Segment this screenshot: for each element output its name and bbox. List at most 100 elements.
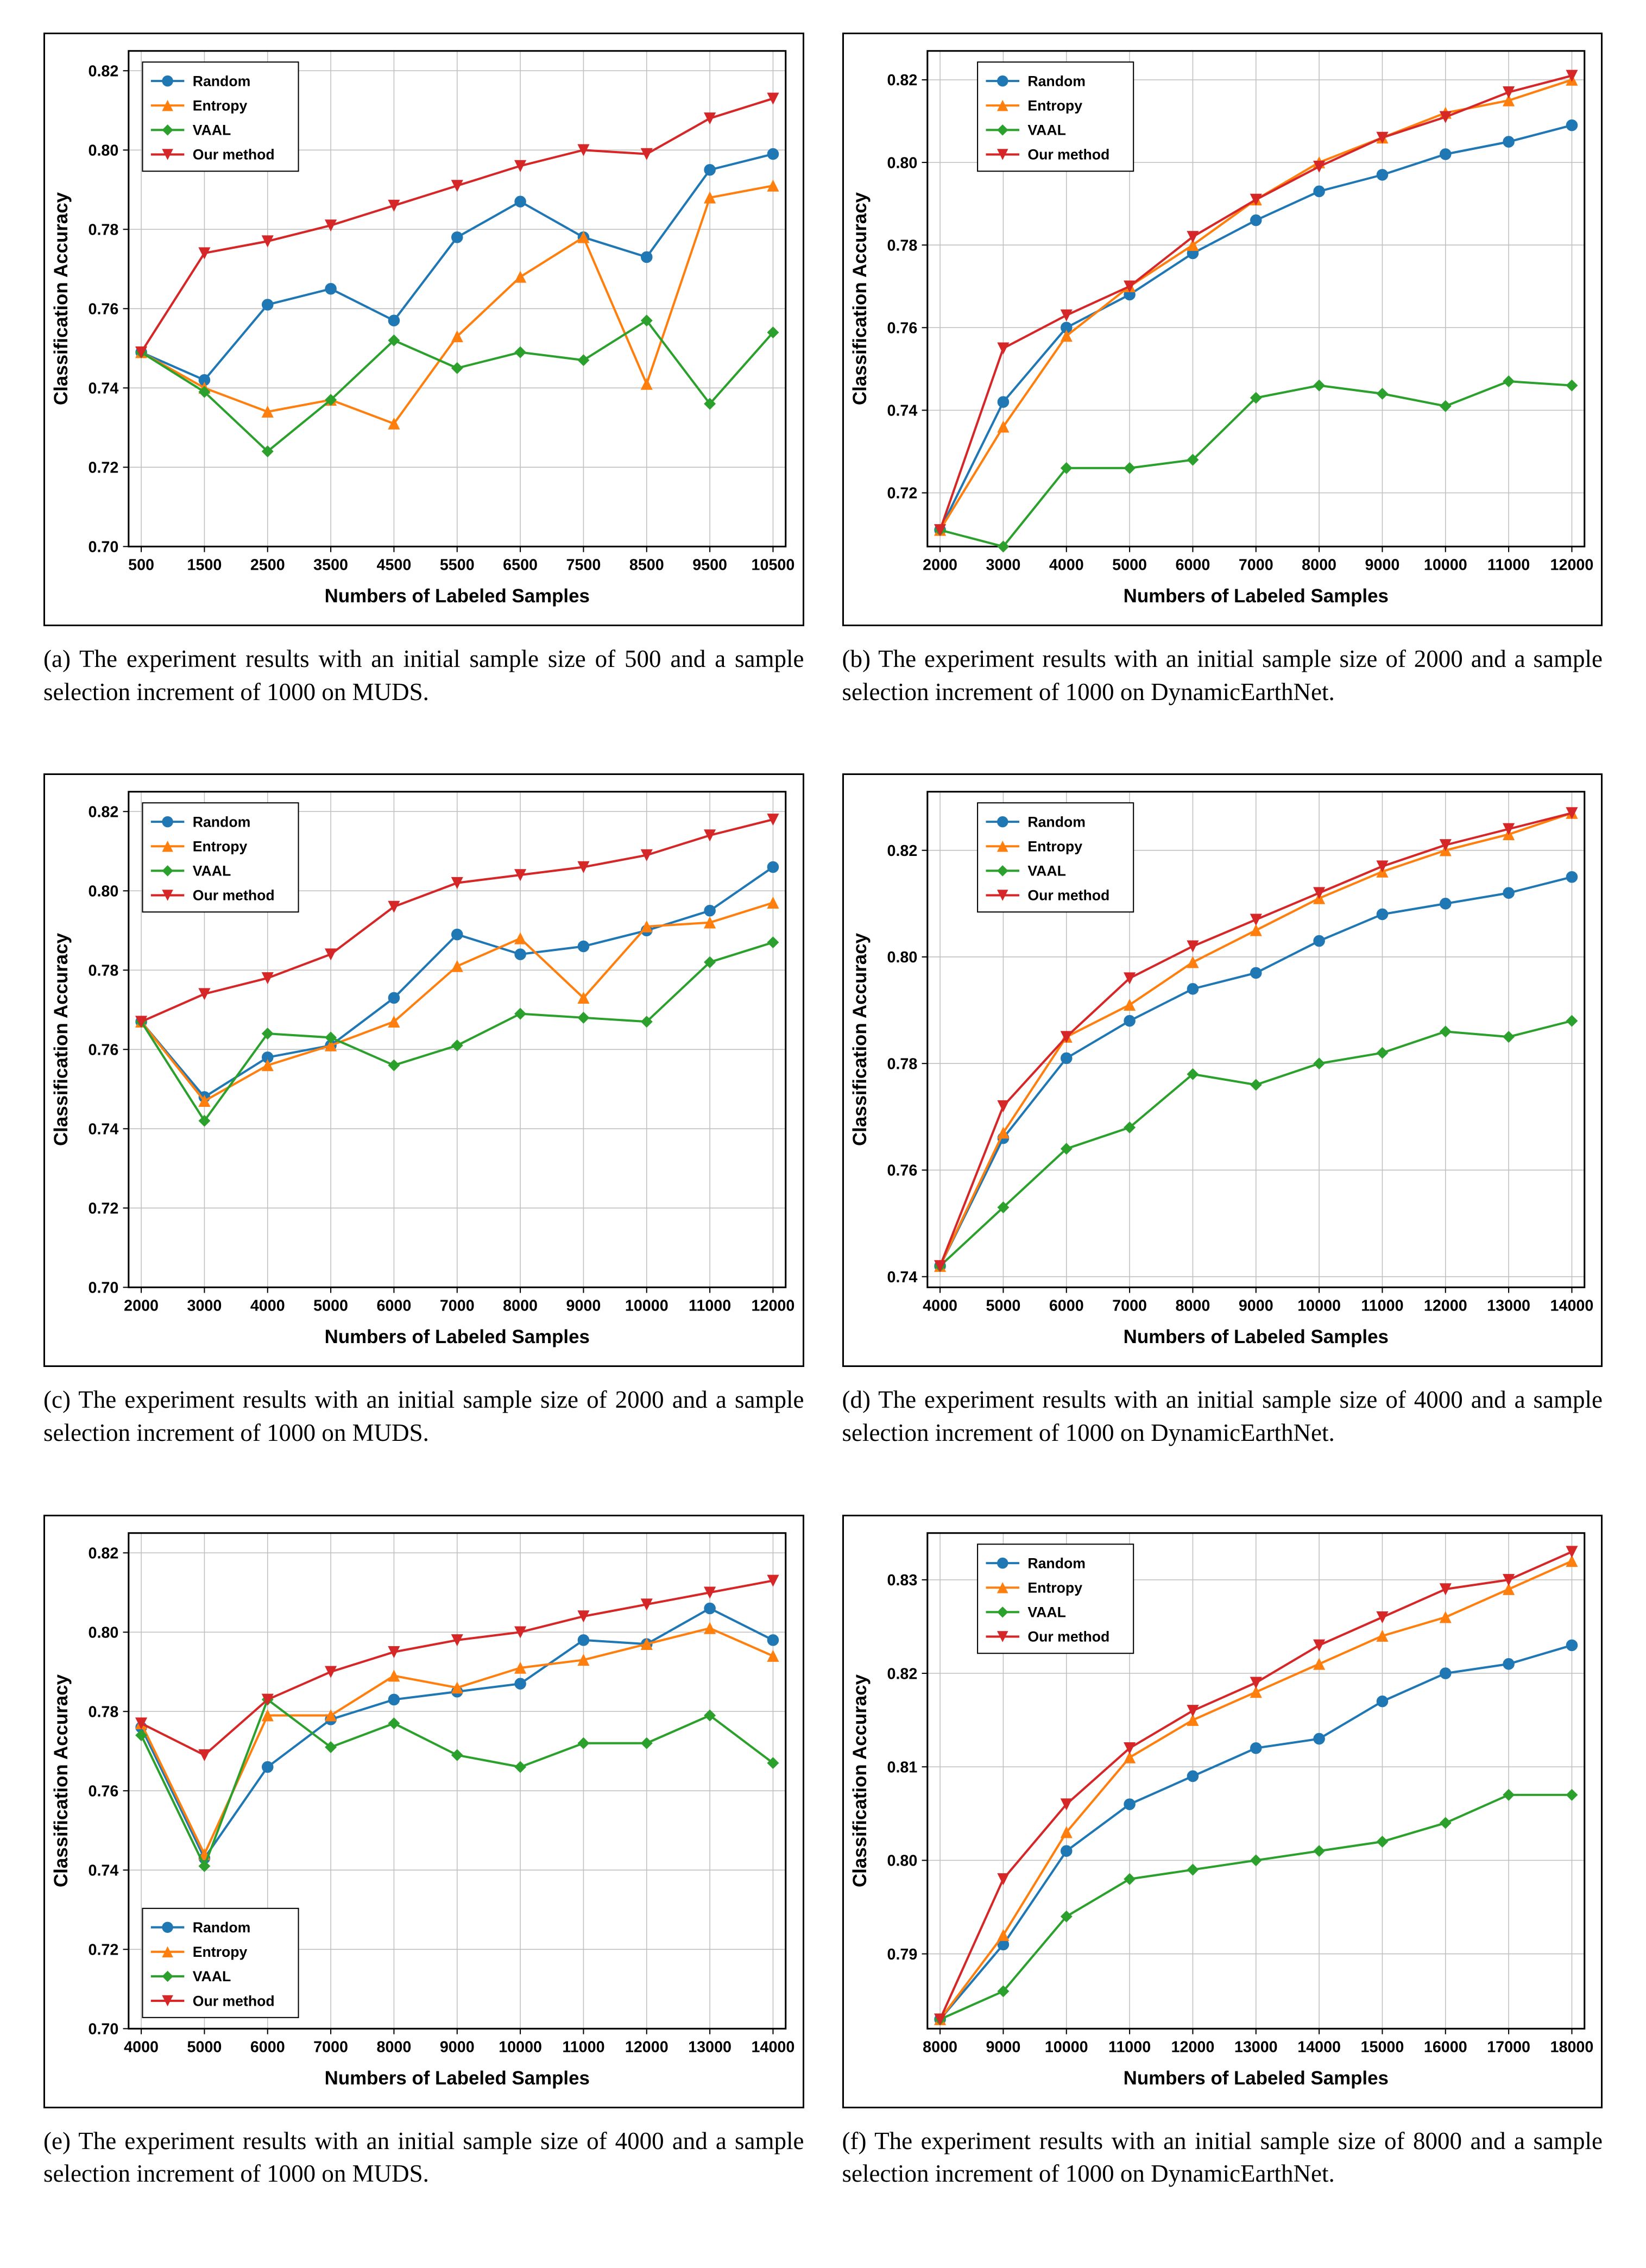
xtick-label: 10500 xyxy=(752,556,795,574)
ytick-label: 0.70 xyxy=(89,539,119,556)
xlabel: Numbers of Labeled Samples xyxy=(1123,2068,1388,2089)
chart-wrap-a: 0.700.720.740.760.780.800.82500150025003… xyxy=(43,33,804,626)
xtick-label: 17000 xyxy=(1487,2038,1530,2056)
legend-label: VAAL xyxy=(193,1968,231,1984)
ytick-label: 0.82 xyxy=(887,842,917,860)
legend-label: Our method xyxy=(1027,147,1109,163)
chart-c: 0.700.720.740.760.780.800.82200030004000… xyxy=(45,775,803,1365)
ytick-label: 0.76 xyxy=(887,320,917,337)
legend-label: Our method xyxy=(193,147,275,163)
xtick-label: 7500 xyxy=(566,556,601,574)
ytick-label: 0.82 xyxy=(887,1665,917,1683)
legend: RandomEntropyVAALOur method xyxy=(142,1908,298,2018)
caption-d: (d) The experiment results with an initi… xyxy=(842,1383,1603,1450)
xtick-label: 6000 xyxy=(377,1297,412,1315)
xtick-label: 8000 xyxy=(1302,556,1336,574)
xtick-label: 2500 xyxy=(250,556,285,574)
xtick-label: 4500 xyxy=(377,556,412,574)
xtick-label: 10000 xyxy=(625,1297,669,1315)
xtick-label: 2000 xyxy=(923,556,957,574)
ytick-label: 0.82 xyxy=(89,63,119,80)
ylabel: Classification Accuracy xyxy=(849,933,871,1146)
xtick-label: 500 xyxy=(128,556,154,574)
ylabel: Classification Accuracy xyxy=(51,933,72,1146)
ytick-label: 0.80 xyxy=(89,142,119,160)
legend-label: Our method xyxy=(1027,887,1109,904)
xtick-label: 3000 xyxy=(986,556,1020,574)
legend-label: Random xyxy=(193,814,251,830)
xtick-label: 9000 xyxy=(566,1297,601,1315)
xtick-label: 13000 xyxy=(688,2038,731,2056)
ytick-label: 0.79 xyxy=(887,1946,917,1963)
panel-d: 0.740.760.780.800.8240005000600070008000… xyxy=(842,773,1603,1449)
ytick-label: 0.80 xyxy=(89,1624,119,1641)
legend-label: Random xyxy=(1027,73,1086,89)
chart-d: 0.740.760.780.800.8240005000600070008000… xyxy=(844,775,1601,1365)
legend-label: VAAL xyxy=(193,122,231,138)
ytick-label: 0.74 xyxy=(89,1862,119,1879)
legend: RandomEntropyVAALOur method xyxy=(142,803,298,912)
xtick-label: 10000 xyxy=(499,2038,542,2056)
chart-f: 0.790.800.810.820.8380009000100001100012… xyxy=(844,1516,1601,2107)
ytick-label: 0.76 xyxy=(89,301,119,318)
xtick-label: 6500 xyxy=(503,556,538,574)
xtick-label: 11000 xyxy=(689,1297,731,1315)
chart-wrap-e: 0.700.720.740.760.780.800.82400050006000… xyxy=(43,1515,804,2108)
ytick-label: 0.74 xyxy=(887,1269,917,1286)
xtick-label: 5000 xyxy=(187,2038,222,2056)
legend-label: Our method xyxy=(193,1993,275,2009)
xtick-label: 9000 xyxy=(986,2038,1020,2056)
xtick-label: 14000 xyxy=(752,2038,795,2056)
xtick-label: 7000 xyxy=(313,2038,348,2056)
xtick-label: 12000 xyxy=(625,2038,669,2056)
xtick-label: 9500 xyxy=(692,556,727,574)
panel-c: 0.700.720.740.760.780.800.82200030004000… xyxy=(43,773,804,1449)
legend-label: Random xyxy=(193,1919,251,1936)
legend-label: Our method xyxy=(193,887,275,904)
ytick-label: 0.74 xyxy=(89,380,119,398)
xtick-label: 12000 xyxy=(1423,1297,1467,1315)
caption-f: (f) The experiment results with an initi… xyxy=(842,2125,1603,2191)
xtick-label: 14000 xyxy=(1297,2038,1341,2056)
xtick-label: 13000 xyxy=(1234,2038,1277,2056)
xtick-label: 5000 xyxy=(1112,556,1147,574)
xtick-label: 4000 xyxy=(923,1297,957,1315)
xtick-label: 11000 xyxy=(1361,1297,1403,1315)
xtick-label: 10000 xyxy=(1297,1297,1341,1315)
xtick-label: 11000 xyxy=(562,2038,604,2056)
xlabel: Numbers of Labeled Samples xyxy=(325,585,590,607)
xtick-label: 8500 xyxy=(629,556,664,574)
ytick-label: 0.80 xyxy=(887,949,917,967)
panel-f: 0.790.800.810.820.8380009000100001100012… xyxy=(842,1515,1603,2190)
xtick-label: 11000 xyxy=(1108,2038,1150,2056)
xtick-label: 4000 xyxy=(124,2038,159,2056)
ytick-label: 0.82 xyxy=(89,804,119,821)
xtick-label: 11000 xyxy=(1487,556,1530,574)
xtick-label: 13000 xyxy=(1487,1297,1530,1315)
legend-label: VAAL xyxy=(1027,863,1066,879)
legend-label: Our method xyxy=(1027,1628,1109,1645)
ytick-label: 0.76 xyxy=(887,1162,917,1180)
legend: RandomEntropyVAALOur method xyxy=(977,803,1133,912)
ytick-label: 0.80 xyxy=(89,883,119,900)
xtick-label: 14000 xyxy=(1550,1297,1593,1315)
ytick-label: 0.78 xyxy=(89,222,119,239)
xtick-label: 1500 xyxy=(187,556,222,574)
legend-label: VAAL xyxy=(1027,1604,1066,1620)
ylabel: Classification Accuracy xyxy=(51,1674,72,1887)
xtick-label: 8000 xyxy=(923,2038,957,2056)
panel-a: 0.700.720.740.760.780.800.82500150025003… xyxy=(43,33,804,708)
legend-label: Random xyxy=(1027,1555,1086,1571)
caption-a: (a) The experiment results with an initi… xyxy=(43,642,804,709)
xtick-label: 9000 xyxy=(1238,1297,1273,1315)
legend-label: Entropy xyxy=(1027,1579,1082,1596)
ytick-label: 0.82 xyxy=(887,72,917,89)
ylabel: Classification Accuracy xyxy=(849,192,871,405)
xtick-label: 5500 xyxy=(440,556,475,574)
chart-a: 0.700.720.740.760.780.800.82500150025003… xyxy=(45,34,803,625)
chart-wrap-b: 0.720.740.760.780.800.822000300040005000… xyxy=(842,33,1603,626)
xtick-label: 9000 xyxy=(440,2038,475,2056)
ytick-label: 0.72 xyxy=(89,1200,119,1218)
xtick-label: 10000 xyxy=(1423,556,1467,574)
legend-label: Random xyxy=(1027,814,1086,830)
